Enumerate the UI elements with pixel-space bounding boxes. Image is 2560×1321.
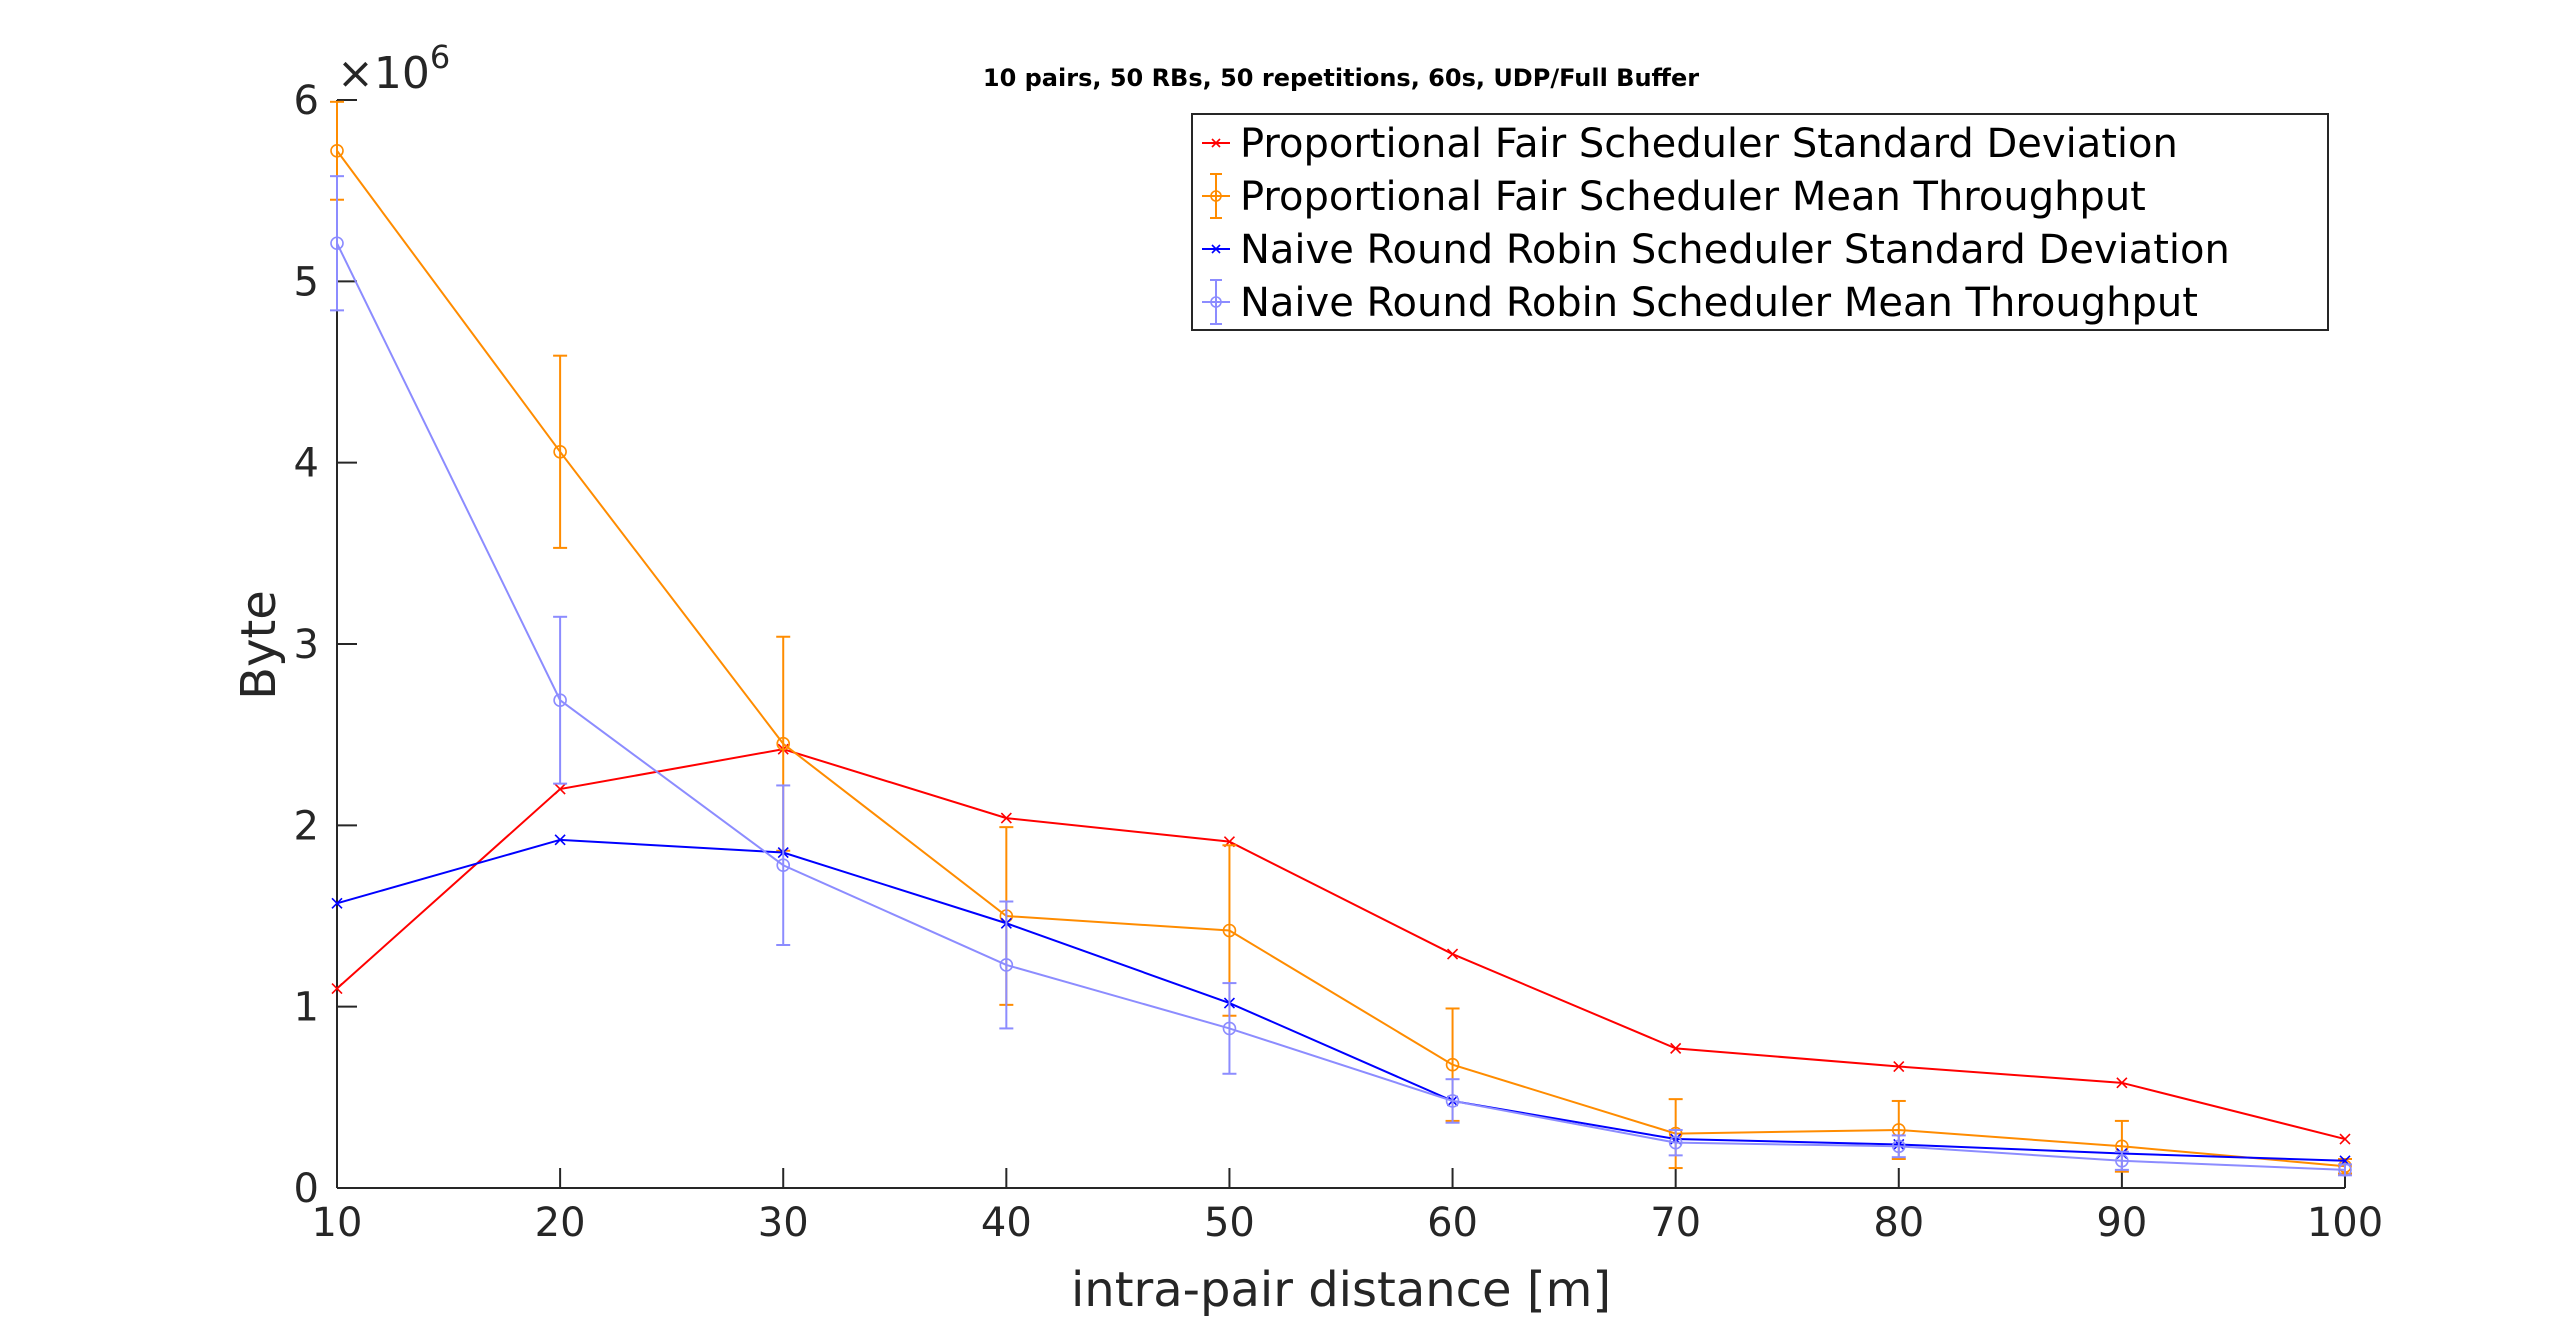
marker-stroke <box>2339 1133 2351 1145</box>
y-tick-label: 0 <box>294 1166 319 1212</box>
data-point <box>553 444 567 459</box>
data-point <box>553 693 567 708</box>
series-line <box>336 748 2346 1141</box>
series-1 <box>331 743 2351 1145</box>
data-point <box>1222 1021 1237 1036</box>
data-point <box>1891 1139 1906 1154</box>
data-point <box>776 736 791 751</box>
legend-marker <box>1211 138 1221 148</box>
x-tick-label: 30 <box>758 1200 809 1246</box>
data-point <box>1668 1135 1683 1150</box>
series-4 <box>330 175 2352 1177</box>
y-axis-label: Byte <box>231 590 287 700</box>
data-point <box>2338 1163 2352 1177</box>
x-tick-label: 20 <box>535 1200 586 1246</box>
legend-box <box>1191 113 2329 331</box>
marker-stroke <box>331 897 343 909</box>
y-exponent-base: ×10 <box>337 48 430 99</box>
x-tick-label: 40 <box>981 1200 1032 1246</box>
data-point <box>1446 948 1459 960</box>
data-point <box>1893 1060 1905 1073</box>
data-point <box>330 236 344 251</box>
series-line <box>336 150 2346 1168</box>
legend-entry: Proportional Fair Scheduler Standard Dev… <box>1202 121 2178 167</box>
data-point <box>330 143 344 158</box>
y-axis-exponent: ×106 <box>337 38 450 99</box>
x-tick-label: 100 <box>2307 1200 2383 1246</box>
y-exponent-power: 6 <box>430 38 450 76</box>
data-point <box>2115 1154 2129 1168</box>
legend-marker <box>1210 296 1222 308</box>
series-line <box>336 242 2346 1171</box>
data-point <box>2116 1077 2128 1089</box>
data-point <box>1000 812 1012 824</box>
series-line <box>336 838 2346 1162</box>
marker-stroke <box>1446 948 1459 960</box>
legend: Proportional Fair Scheduler Standard Dev… <box>1191 113 2329 331</box>
marker-stroke <box>554 834 566 846</box>
x-tick-label: 10 <box>312 1200 363 1246</box>
y-tick-label: 5 <box>294 259 319 305</box>
legend-marker <box>1211 244 1221 254</box>
data-point <box>331 897 343 909</box>
x-tick-label: 80 <box>1873 1200 1924 1246</box>
legend-label: Naive Round Robin Scheduler Standard Dev… <box>1240 227 2230 273</box>
data-point <box>554 783 566 795</box>
data-point <box>1445 1057 1460 1072</box>
data-point <box>999 958 1014 972</box>
y-tick-label: 6 <box>294 78 319 124</box>
y-tick-label: 4 <box>294 441 319 487</box>
y-tick-label: 2 <box>294 803 319 849</box>
marker-stroke <box>2116 1077 2128 1089</box>
data-point <box>1670 1042 1682 1054</box>
legend-label: Proportional Fair Scheduler Mean Through… <box>1240 174 2146 220</box>
data-point <box>1445 1094 1460 1108</box>
marker-stroke <box>554 783 566 795</box>
data-point <box>776 858 791 873</box>
legend-entry: Proportional Fair Scheduler Mean Through… <box>1202 173 2146 220</box>
marker-stroke <box>1893 1060 1905 1073</box>
legend-label: Naive Round Robin Scheduler Mean Through… <box>1240 280 2198 326</box>
legend-label: Proportional Fair Scheduler Standard Dev… <box>1240 121 2178 167</box>
data-point <box>554 834 566 846</box>
y-tick-label: 1 <box>294 985 319 1031</box>
x-tick-label: 90 <box>2096 1200 2147 1246</box>
x-tick-label: 70 <box>1650 1200 1701 1246</box>
legend-entry: Naive Round Robin Scheduler Mean Through… <box>1202 279 2198 326</box>
legend-entry: Naive Round Robin Scheduler Standard Dev… <box>1202 227 2230 273</box>
x-tick-label: 60 <box>1427 1200 1478 1246</box>
series-group <box>330 100 2352 1177</box>
marker-stroke <box>1000 812 1012 824</box>
x-tick-label: 50 <box>1204 1200 1255 1246</box>
data-point <box>331 982 343 995</box>
chart-title: 10 pairs, 50 RBs, 50 repetitions, 60s, U… <box>983 64 1699 92</box>
series-3 <box>331 834 2351 1167</box>
data-point <box>1222 923 1237 938</box>
marker-stroke <box>331 982 343 995</box>
legend-marker <box>1210 190 1222 202</box>
x-axis-label: intra-pair distance [m] <box>1071 1262 1611 1318</box>
y-tick-label: 3 <box>294 622 319 668</box>
axes: 10 20 30 40 50 60 70 80 90 100 0 1 2 3 4 5 6 <box>294 78 2384 1246</box>
marker-stroke <box>1670 1042 1682 1054</box>
data-point <box>2339 1133 2351 1145</box>
